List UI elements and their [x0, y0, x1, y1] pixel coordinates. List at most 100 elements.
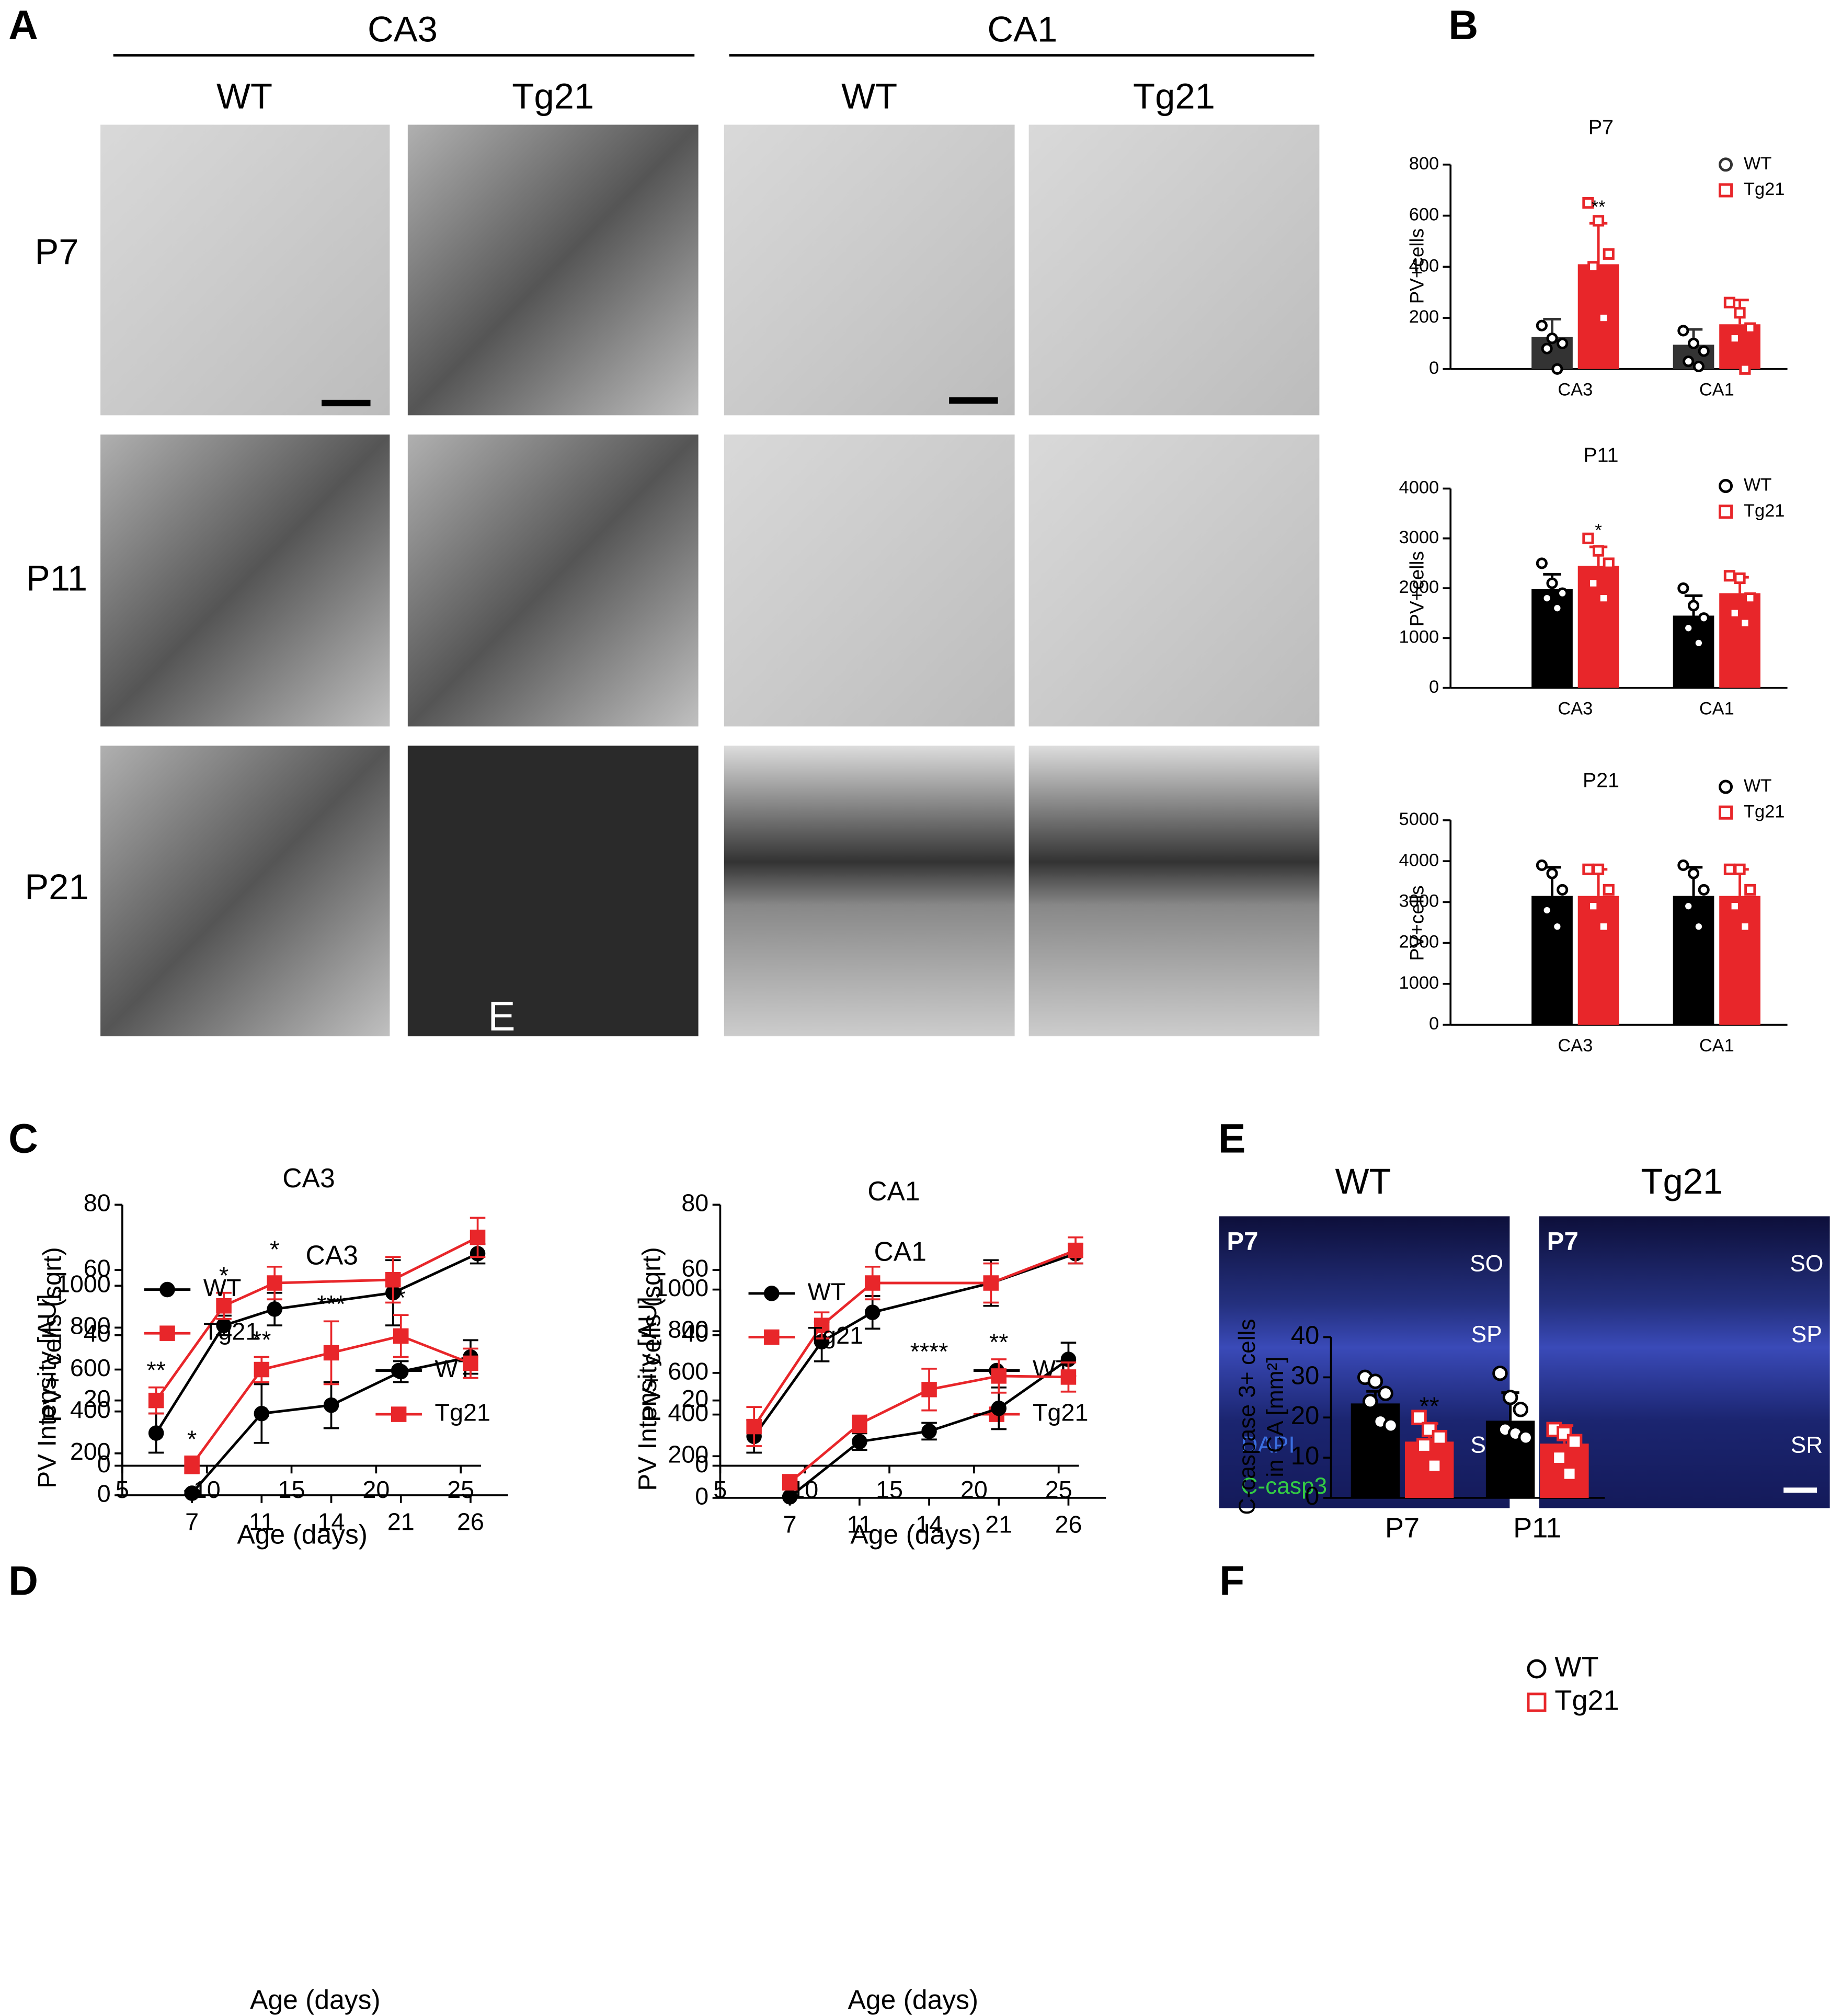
data-point [1698, 612, 1710, 624]
significance: ** [1592, 197, 1606, 217]
data-point [921, 1423, 937, 1439]
data-point [216, 1298, 232, 1314]
data-point [1603, 248, 1615, 260]
data-point [1597, 312, 1609, 324]
x-tick-label: CA3 [1558, 1036, 1593, 1056]
data-point [148, 1425, 164, 1441]
genotype-label: Tg21 [1133, 76, 1215, 117]
data-point [814, 1318, 830, 1333]
data-point [782, 1474, 798, 1490]
data-point [983, 1275, 999, 1291]
genotype-label: Tg21 [512, 76, 594, 117]
data-point [1734, 863, 1746, 875]
data-point [1551, 921, 1563, 933]
data-point [1546, 577, 1558, 589]
y-tick-label: 2000 [1399, 932, 1439, 952]
layer-label: SP [1791, 1322, 1822, 1347]
x-tick-label: 21 [985, 1510, 1012, 1538]
data-point [1677, 582, 1689, 594]
significance: * [396, 1284, 406, 1311]
y-tick-label: 400 [668, 1399, 708, 1426]
data-point [1723, 570, 1735, 582]
data-point [1744, 884, 1756, 896]
x-tick-label: 7 [185, 1508, 199, 1535]
data-point [463, 1355, 478, 1371]
data-point [1541, 592, 1553, 604]
y-tick-label: 1000 [56, 1270, 111, 1298]
data-point [1683, 622, 1695, 634]
y-tick-label: 600 [1409, 205, 1439, 225]
stain-label: C-casp3 [1241, 1473, 1327, 1499]
data-point [1492, 1365, 1508, 1381]
data-point [385, 1272, 401, 1288]
data-point [393, 1328, 409, 1344]
data-point [1362, 1393, 1378, 1410]
legend-label: WT [1744, 475, 1772, 495]
data-point [1541, 904, 1553, 917]
data-point [184, 1485, 200, 1501]
data-point [1683, 900, 1695, 912]
y-tick-label: 60 [681, 1254, 708, 1281]
age-label: P7 [35, 232, 78, 272]
chart-title: CA1 [874, 1236, 927, 1266]
y-tick-label: 0 [695, 1450, 708, 1477]
x-tick-label: 14 [318, 1508, 345, 1535]
x-tick-label: 21 [387, 1508, 415, 1535]
data-point [1068, 1242, 1083, 1258]
data-point [1687, 600, 1700, 612]
y-tick-label: 40 [681, 1320, 708, 1347]
bar [1531, 896, 1573, 1025]
data-point [1060, 1369, 1077, 1385]
y-tick-label: 4000 [1399, 850, 1439, 870]
data-point [991, 1368, 1007, 1384]
layer-label: SR [1791, 1432, 1823, 1458]
y-tick-label: 20 [1291, 1401, 1320, 1430]
region-label: CA1 [987, 9, 1057, 50]
layer-label: SO [1790, 1251, 1823, 1277]
legend-marker [1527, 1692, 1547, 1712]
y-tick-label: 0 [1429, 358, 1439, 378]
data-point [184, 1457, 200, 1473]
x-axis-label: Age (days) [850, 1519, 981, 1549]
y-tick-label: 600 [70, 1354, 111, 1381]
data-point [1734, 307, 1746, 319]
y-axis-label: PV+ cells (sqrt) [637, 1247, 666, 1422]
y-axis-label: PV+cells [1406, 228, 1428, 304]
y-axis-label: C-caspase 3+ cells [1234, 1319, 1260, 1515]
y-tick-label: 0 [1305, 1482, 1319, 1510]
y-tick-label: 1000 [1399, 627, 1439, 647]
significance: * [219, 1262, 228, 1289]
data-point [1698, 345, 1710, 357]
legend-label: Tg21 [203, 1318, 259, 1345]
x-tick-label: 11 [847, 1510, 873, 1538]
chart-title: CA3 [282, 1163, 335, 1193]
y-tick-label: 4000 [1399, 478, 1439, 498]
data-point [1587, 900, 1599, 912]
data-point [1582, 197, 1594, 209]
layer-label: SP [1471, 1322, 1502, 1347]
legend-label: Tg21 [1744, 801, 1785, 821]
data-point [852, 1434, 867, 1450]
x-axis-label: Age (days) [250, 1985, 381, 2015]
data-point [1692, 921, 1705, 933]
y-tick-label: 20 [84, 1385, 111, 1412]
significance: ** [146, 1357, 165, 1384]
x-tick-label: CA3 [1558, 699, 1593, 719]
y-tick-label: 0 [97, 1480, 111, 1507]
data-point [267, 1301, 282, 1317]
data-point [746, 1418, 762, 1435]
age-label: P11 [26, 558, 87, 599]
layer-label: SO [1470, 1251, 1503, 1277]
data-point [267, 1275, 282, 1291]
legend-label: Tg21 [1033, 1399, 1089, 1426]
chart-title: P7 [1588, 116, 1614, 139]
y-axis-label: PV Intensity [AU] [33, 1294, 62, 1488]
x-tick-label: 26 [457, 1508, 484, 1535]
data-point [1518, 1429, 1534, 1446]
data-point [1502, 1390, 1518, 1405]
data-point [1383, 1417, 1399, 1434]
x-tick-label: 11 [249, 1508, 274, 1535]
y-tick-label: 0 [97, 1450, 111, 1477]
region-label: CA3 [368, 9, 438, 50]
